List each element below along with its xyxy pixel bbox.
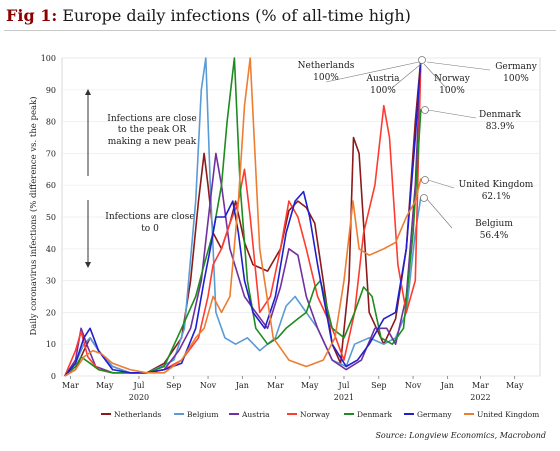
y-tick-label: 90 [46,86,56,95]
endpoint-marker-uk [421,176,429,184]
x-tick-label: May [96,381,114,390]
legend-label-netherlands: Netherlands [114,410,161,419]
legend-label-austria: Austria [241,410,270,419]
end-label-norway-name: Norway [434,74,471,84]
leader-line-germany [426,61,491,71]
x-tick-label: Sep [166,381,181,390]
x-tick-label: Mar [267,381,284,390]
annotation-zero-line-2: to 0 [141,224,159,234]
title-divider [4,30,556,31]
year-label: 2021 [334,393,354,402]
end-label-germany-name: Germany [495,62,538,72]
endpoint-marker-peak [418,56,426,64]
end-label-denmark-value: 83.9% [486,122,515,132]
annotation-zero-line-1: Infections are close [105,212,194,222]
series-layer [64,57,422,377]
end-label-norway-value: 100% [439,86,465,96]
leader-line-austria [391,63,422,89]
series-line-germany [64,57,422,377]
x-tick-label: Nov [200,381,217,390]
legend-label-united-kingdom: United Kingdom [477,410,539,419]
leader-line-netherlands [325,61,420,83]
end-label-denmark-name: Denmark [479,110,522,120]
source-note: Source: Longview Economics, Macrobond [375,431,546,440]
end-label-belgium-value: 56.4% [480,231,509,241]
end-label-united-kingdom-name: United Kingdom [459,180,534,190]
y-tick-label: 60 [46,181,56,190]
x-tick-label: Nov [405,381,422,390]
legend-label-germany: Germany [417,410,452,419]
leader-line-united-kingdom [427,179,455,189]
x-axis: Mar May Jul Sep Nov Jan Mar May Jul Sep Nov Jan Mar M… [62,376,524,402]
legend: Netherlands Belgium Austria Norway Denmark Ge… [101,410,539,419]
end-label-netherlands-value: 100% [313,73,339,83]
legend-label-norway: Norway [300,410,331,419]
figure-number: Fig 1: [6,6,58,25]
leader-line-norway [423,63,447,89]
year-label: 2020 [129,393,149,402]
annotation-peak-line-2: to the peak OR [118,125,187,135]
chart-title: Fig 1: Europe daily infections (% of all… [6,6,411,25]
legend-label-denmark: Denmark [357,410,392,419]
x-tick-label: Jul [132,381,144,390]
end-label-austria-value: 100% [370,86,396,96]
y-tick-label: 50 [46,213,56,222]
end-label-belgium-name: Belgium [475,219,513,229]
endpoint-marker-denmark [421,106,429,114]
y-tick-label: 10 [46,340,56,349]
end-label-netherlands-name: Netherlands [298,61,355,71]
x-tick-label: May [506,381,524,390]
y-tick-label: 30 [46,277,56,286]
y-tick-label: 80 [46,118,56,127]
end-label-united-kingdom-value: 62.1% [482,192,511,202]
series-line-united-kingdom [64,57,422,377]
x-tick-label: May [301,381,319,390]
annotation-peak-line-3: making a new peak [108,137,197,147]
x-tick-label: Jul [338,381,350,390]
y-tick-label: 40 [46,245,56,254]
x-tick-label: Jan [440,381,454,390]
x-tick-label: Mar [62,381,79,390]
x-tick-label: Mar [472,381,489,390]
year-label: 2022 [470,393,490,402]
y-axis: 0 10 20 30 40 50 60 70 80 90 100 [41,54,56,381]
y-tick-label: 70 [46,149,56,158]
leader-line-denmark [427,109,477,119]
end-labels: Netherlands 100% Austria 100% Norway 100… [298,56,538,241]
y-tick-label: 100 [41,54,56,63]
grid-layer [62,57,540,377]
leader-line-belgium [425,197,453,229]
end-label-austria-name: Austria [365,74,400,84]
x-tick-label: Jan [235,381,249,390]
chart-title-text: Europe daily infections (% of all-time h… [62,6,411,25]
legend-label-belgium: Belgium [187,410,219,419]
annotation-layer: Infections are close to the peak OR maki… [85,89,197,268]
y-axis-label: Daily coronavirus infections (% differen… [28,96,39,335]
series-line-belgium [64,57,422,377]
y-tick-label: 0 [51,372,56,381]
end-label-germany-value: 100% [503,74,529,84]
annotation-peak-line-1: Infections are close [107,114,196,124]
endpoint-marker-belgium [420,194,428,202]
x-tick-label: Sep [371,381,386,390]
y-tick-label: 20 [46,308,56,317]
